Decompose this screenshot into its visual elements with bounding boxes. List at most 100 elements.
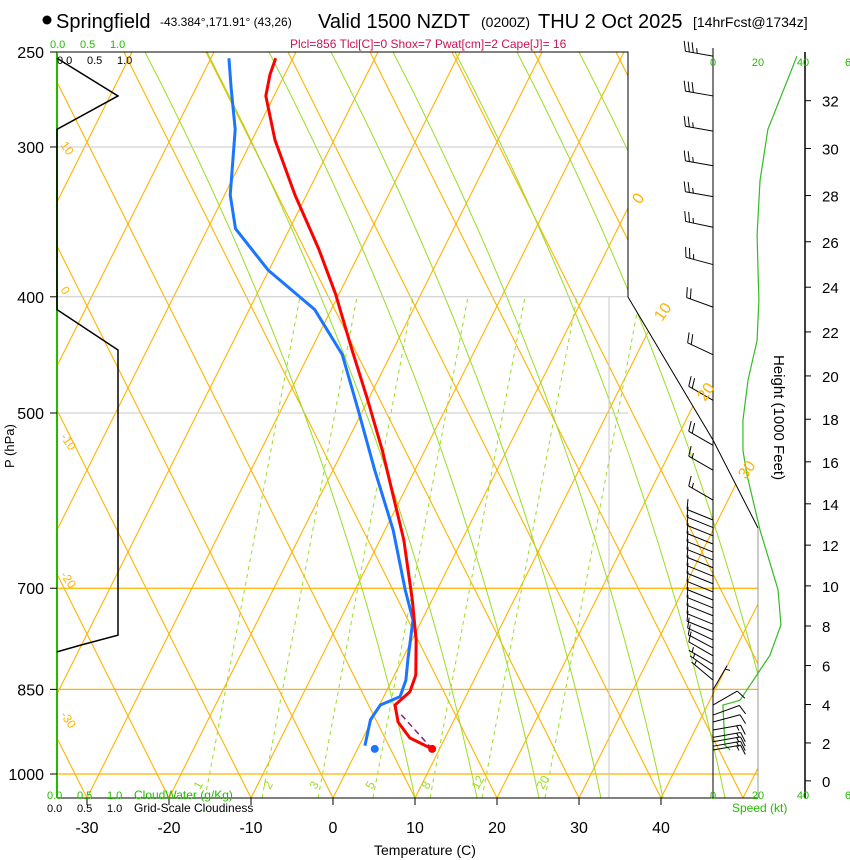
mixing-ratio-line xyxy=(481,296,578,798)
isotherm-label: 20 xyxy=(694,380,718,404)
height-tick-label: 10 xyxy=(822,579,839,596)
wind-barb xyxy=(688,445,714,471)
dewpoint-line xyxy=(227,58,415,746)
isotherm-line xyxy=(86,52,461,798)
wind-barb-tick xyxy=(688,475,692,487)
height-tick-label: 20 xyxy=(822,369,839,386)
wind-barb-half-tick xyxy=(736,725,740,731)
wind-barb-tick xyxy=(740,736,746,747)
isotherm-label: 0 xyxy=(629,190,648,207)
wind-barb xyxy=(683,115,714,132)
wind-barb-staff xyxy=(686,549,714,561)
wind-barb-staff xyxy=(685,256,714,266)
cloud-cover-scale-top: 1.0 xyxy=(117,55,132,67)
dry-adiabat-label: -10 xyxy=(58,431,80,454)
isotherm-line xyxy=(57,52,215,798)
wind-barb-staff xyxy=(686,613,714,625)
temperature-line xyxy=(264,57,433,751)
x-tick-label: 20 xyxy=(488,820,506,837)
wind-barb-tick xyxy=(691,82,694,93)
height-tick-label: 28 xyxy=(822,189,839,206)
wind-barb xyxy=(687,617,714,641)
wind-barb-staff xyxy=(712,705,740,716)
wind-barb-tick xyxy=(690,334,694,345)
wind-barb xyxy=(686,587,714,609)
dry-adiabat-line xyxy=(57,52,170,798)
wind-barb-staff xyxy=(712,690,738,706)
speed-tick-bottom: 40 xyxy=(797,790,809,802)
isotherm-line xyxy=(660,52,758,798)
y-tick-label: 500 xyxy=(17,406,44,423)
moist-adiabat-line xyxy=(578,52,758,798)
sounding-params: Plcl=856 Tlcl[C]=0 Shox=7 Pwat[cm]=2 Cap… xyxy=(290,37,567,51)
moist-adiabat-line xyxy=(330,52,602,798)
y-tick-label: 1000 xyxy=(8,767,44,784)
wind-barb-staff xyxy=(688,385,714,401)
surface-temperature-point xyxy=(428,744,437,753)
wind-barb-staff xyxy=(685,125,714,132)
wind-barb xyxy=(685,246,714,266)
dry-adiabat-line xyxy=(615,52,758,798)
wind-barb-tick xyxy=(687,332,690,343)
wind-barb xyxy=(686,603,714,625)
wind-barb xyxy=(688,376,714,401)
x-tick-label: -30 xyxy=(75,820,98,837)
wind-barb-staff xyxy=(686,509,714,521)
wind-barb-tick xyxy=(686,594,689,606)
x-tick-label: -20 xyxy=(157,820,180,837)
wind-barb-staff xyxy=(691,661,714,681)
surface-dewpoint-point xyxy=(370,744,379,753)
valid-date: THU 2 Oct 2025 xyxy=(538,11,683,33)
height-tick-label: 4 xyxy=(822,698,830,715)
wind-barb-half-tick xyxy=(724,668,731,671)
height-tick-label: 30 xyxy=(822,142,839,159)
wind-barb-tick xyxy=(739,714,746,724)
wind-barb-staff xyxy=(685,50,714,57)
speed-tick-top: 0 xyxy=(710,57,716,69)
wind-barb-staff xyxy=(688,430,714,446)
mixing-ratio-line xyxy=(544,296,641,798)
moist-adiabat-line xyxy=(516,52,758,798)
speed-tick-bottom: 20 xyxy=(752,790,764,802)
wind-barb xyxy=(686,514,714,537)
isotherm-line xyxy=(414,52,758,798)
wind-barb-tick xyxy=(686,610,689,622)
wind-barb-staff xyxy=(685,191,714,198)
dry-adiabat-line xyxy=(57,52,334,798)
wind-barb-staff xyxy=(686,580,714,593)
wind-speed-line xyxy=(722,55,798,751)
wind-barb-staff xyxy=(686,572,714,585)
wind-barb-tick xyxy=(687,182,690,193)
dry-adiabat-line xyxy=(533,52,758,798)
x-tick-label: 10 xyxy=(406,820,424,837)
speed-tick-top: 20 xyxy=(752,57,764,69)
wind-barb-tick xyxy=(687,624,691,635)
wind-barb-tick xyxy=(688,421,692,432)
wind-barb xyxy=(688,647,714,665)
wind-barb-staff xyxy=(685,90,714,97)
wind-barb-tick xyxy=(691,423,696,434)
wind-barb xyxy=(687,624,714,649)
isotherm-line xyxy=(250,52,625,798)
wind-barb-half-tick xyxy=(691,647,694,653)
cloud-scale-top: 0.00.00.00.00.50.50.50.51.01.01.01.00020… xyxy=(47,39,850,815)
wind-barb xyxy=(712,705,746,716)
speed-tick-top: 6 xyxy=(845,57,850,69)
x-tick-label: -10 xyxy=(239,820,262,837)
x-tick-label: 0 xyxy=(329,820,338,837)
y-tick-label: 700 xyxy=(17,581,44,598)
wind-barb-staff xyxy=(712,724,741,731)
dry-adiabat-line xyxy=(57,52,252,798)
mixing-ratio-line xyxy=(317,296,414,798)
y-tick-label: 300 xyxy=(17,140,44,157)
wind-barb-staff xyxy=(687,627,714,641)
mixing-ratio-line xyxy=(204,296,301,798)
wind-barb xyxy=(686,499,714,521)
dry-adiabat-line xyxy=(123,52,498,798)
y-tick-label: 250 xyxy=(17,45,44,62)
height-tick-label: 26 xyxy=(822,235,839,252)
wind-barb-tick xyxy=(691,42,694,53)
wind-barb xyxy=(688,475,714,501)
